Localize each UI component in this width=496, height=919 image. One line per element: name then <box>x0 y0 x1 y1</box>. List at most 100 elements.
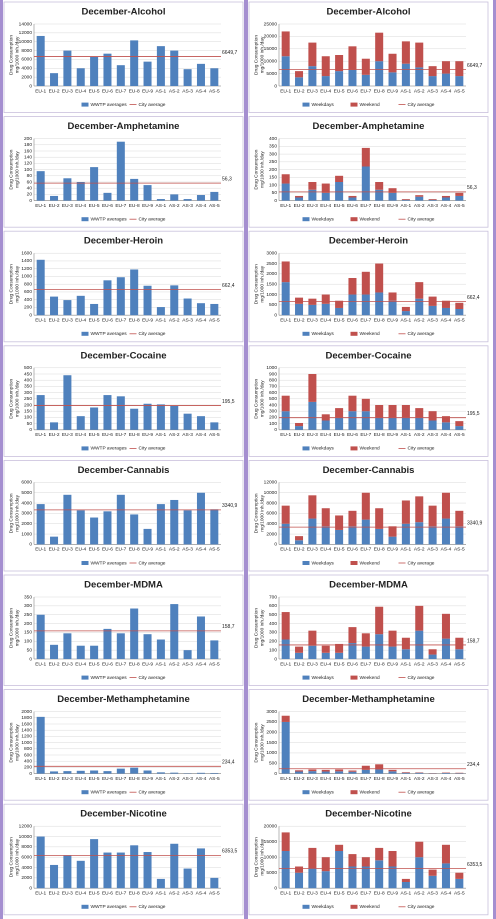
y-axis-label: Drug Consumption <box>253 722 259 762</box>
bar <box>308 518 317 545</box>
x-tick-label: AS-3 <box>182 661 193 667</box>
x-tick-label: AS-5 <box>454 661 465 667</box>
bar <box>170 604 179 659</box>
bar <box>196 616 205 659</box>
x-tick-label: EU-1 <box>35 432 46 438</box>
y-axis-label: Drug Consumption <box>8 378 14 418</box>
bar <box>281 174 290 184</box>
x-tick-label: AS-1 <box>401 203 412 209</box>
y-tick-label: 2500 <box>266 261 277 267</box>
bar <box>321 183 330 193</box>
bar <box>335 529 344 545</box>
bar <box>321 420 330 430</box>
x-tick-label: AS-4 <box>441 776 452 782</box>
bar <box>308 769 317 772</box>
x-tick-label: EU-1 <box>280 88 291 94</box>
legend-label: City average <box>139 216 166 222</box>
bar <box>295 646 304 653</box>
y-tick-label: 1000 <box>21 274 32 280</box>
bar <box>295 536 304 541</box>
x-tick-label: EU-3 <box>62 203 73 209</box>
y-axis-label: mg/1000 inh./day <box>14 609 20 646</box>
y-tick-label: 4000 <box>21 66 32 72</box>
x-tick-label: AS-1 <box>401 890 412 896</box>
x-tick-label: AS-5 <box>209 203 220 209</box>
x-tick-label: AS-1 <box>156 432 167 438</box>
bar <box>143 634 152 659</box>
bar <box>50 422 59 430</box>
bar <box>183 69 192 86</box>
x-tick-label: EU-6 <box>102 547 113 553</box>
bar <box>36 259 45 316</box>
y-tick-label: 5000 <box>266 71 277 77</box>
bar <box>308 189 317 201</box>
x-tick-label: AS-3 <box>427 661 438 667</box>
y-tick-label: 400 <box>24 758 32 764</box>
x-tick-label: EU-8 <box>374 432 385 438</box>
bar <box>76 510 85 545</box>
bar <box>156 504 165 545</box>
y-tick-label: 1500 <box>266 740 277 746</box>
bar <box>415 496 424 523</box>
bar <box>361 866 370 889</box>
bar <box>388 646 397 659</box>
bar <box>143 403 152 430</box>
y-tick-label: 14000 <box>19 21 33 27</box>
bar <box>156 307 165 316</box>
legend-swatch <box>302 904 310 909</box>
x-tick-label: EU-5 <box>89 432 100 438</box>
x-tick-label: EU-9 <box>142 317 153 323</box>
x-tick-label: EU-1 <box>280 317 291 323</box>
bar <box>401 772 410 774</box>
y-tick-label: 400 <box>24 297 32 303</box>
bar <box>50 73 59 86</box>
legend-label: City average <box>408 904 435 910</box>
chart-title: December-Methamphetamine <box>57 694 190 705</box>
legend-swatch <box>81 446 89 451</box>
y-axis-label: mg/1000 inh./day <box>259 494 265 531</box>
bar <box>116 494 125 545</box>
y-tick-label: 150 <box>24 630 32 636</box>
chart-panel: December-Methamphetamine Drug Consumption… <box>3 689 244 801</box>
bar <box>210 509 219 545</box>
x-tick-label: EU-1 <box>280 890 291 896</box>
bar <box>116 141 125 201</box>
bar <box>281 395 290 412</box>
bar <box>428 305 437 316</box>
bar <box>441 307 450 316</box>
bar <box>428 654 437 659</box>
bar <box>348 854 357 867</box>
x-tick-label: EU-2 <box>49 547 60 553</box>
x-tick-label: AS-4 <box>441 547 452 553</box>
y-axis-label: mg/1000 inh./day <box>14 724 20 761</box>
legend-label: City average <box>139 675 166 681</box>
y-tick-label: 0 <box>29 312 32 318</box>
bar <box>196 772 205 774</box>
bar <box>103 511 112 545</box>
bar <box>130 269 139 316</box>
bar <box>321 76 330 86</box>
x-tick-label: EU-9 <box>387 432 398 438</box>
legend-swatch <box>81 217 89 222</box>
bar <box>130 608 139 659</box>
y-axis-label: mg/1000 inh./day <box>14 838 20 875</box>
x-tick-label: EU-3 <box>307 88 318 94</box>
bar <box>308 42 317 67</box>
x-tick-label: EU-5 <box>334 547 345 553</box>
bar <box>401 772 410 773</box>
y-tick-label: 400 <box>269 136 277 142</box>
bar <box>170 405 179 430</box>
x-tick-label: AS-5 <box>209 661 220 667</box>
y-tick-label: 0 <box>274 656 277 662</box>
x-tick-label: AS-3 <box>427 547 438 553</box>
x-tick-label: EU-8 <box>129 547 140 553</box>
bar <box>455 872 464 879</box>
bar <box>361 769 370 774</box>
y-tick-label: 700 <box>269 594 277 600</box>
y-tick-label: 0 <box>29 198 32 204</box>
bar <box>295 540 304 545</box>
x-tick-label: EU-9 <box>387 203 398 209</box>
x-tick-label: EU-9 <box>142 776 153 782</box>
y-tick-label: 100 <box>24 415 32 421</box>
y-axis-label: mg/1000 inh./day <box>259 609 265 646</box>
